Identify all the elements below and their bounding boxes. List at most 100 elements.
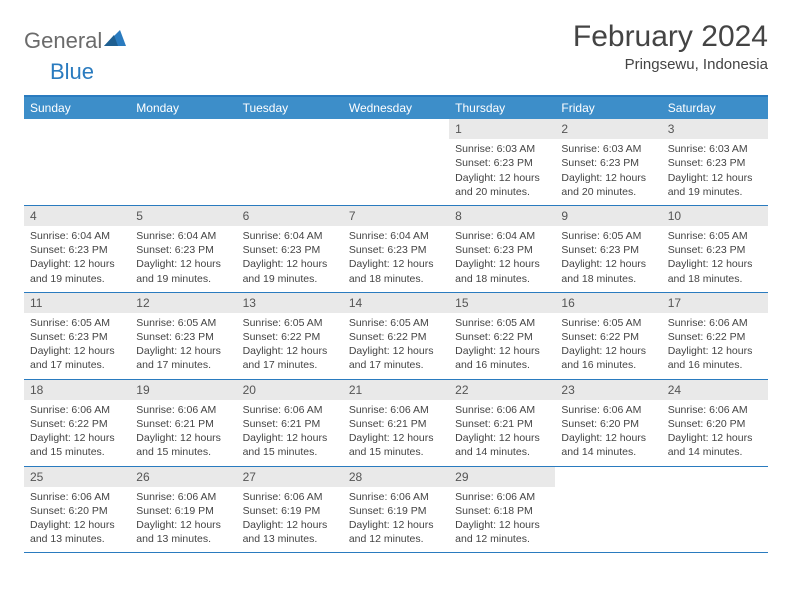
daylight-text: Daylight: 12 hours and 19 minutes. <box>243 257 337 285</box>
day-number: 14 <box>343 293 449 313</box>
sunrise-text: Sunrise: 6:06 AM <box>136 403 230 417</box>
day-body: Sunrise: 6:05 AMSunset: 6:23 PMDaylight:… <box>555 226 661 292</box>
daylight-text: Daylight: 12 hours and 19 minutes. <box>668 171 762 199</box>
daylight-text: Daylight: 12 hours and 18 minutes. <box>455 257 549 285</box>
day-body: Sunrise: 6:05 AMSunset: 6:23 PMDaylight:… <box>130 313 236 379</box>
daylight-text: Daylight: 12 hours and 16 minutes. <box>455 344 549 372</box>
daylight-text: Daylight: 12 hours and 19 minutes. <box>30 257 124 285</box>
day-number: 1 <box>449 119 555 139</box>
sunset-text: Sunset: 6:21 PM <box>243 417 337 431</box>
day-number <box>662 467 768 487</box>
sunrise-text: Sunrise: 6:03 AM <box>561 142 655 156</box>
calendar: Sunday Monday Tuesday Wednesday Thursday… <box>24 95 768 553</box>
daylight-text: Daylight: 12 hours and 12 minutes. <box>349 518 443 546</box>
daylight-text: Daylight: 12 hours and 17 minutes. <box>136 344 230 372</box>
sunset-text: Sunset: 6:20 PM <box>30 504 124 518</box>
day-number: 12 <box>130 293 236 313</box>
sunrise-text: Sunrise: 6:05 AM <box>668 229 762 243</box>
day-header: Tuesday <box>237 97 343 119</box>
day-cell: 12Sunrise: 6:05 AMSunset: 6:23 PMDayligh… <box>130 293 236 379</box>
sunset-text: Sunset: 6:20 PM <box>668 417 762 431</box>
sunrise-text: Sunrise: 6:06 AM <box>668 316 762 330</box>
day-cell: 6Sunrise: 6:04 AMSunset: 6:23 PMDaylight… <box>237 206 343 292</box>
logo-text-general: General <box>24 28 102 54</box>
sunrise-text: Sunrise: 6:05 AM <box>243 316 337 330</box>
day-body: Sunrise: 6:06 AMSunset: 6:18 PMDaylight:… <box>449 487 555 553</box>
sunrise-text: Sunrise: 6:05 AM <box>561 229 655 243</box>
daylight-text: Daylight: 12 hours and 20 minutes. <box>455 171 549 199</box>
day-cell: 1Sunrise: 6:03 AMSunset: 6:23 PMDaylight… <box>449 119 555 205</box>
day-body: Sunrise: 6:03 AMSunset: 6:23 PMDaylight:… <box>662 139 768 205</box>
daylight-text: Daylight: 12 hours and 15 minutes. <box>349 431 443 459</box>
sunset-text: Sunset: 6:22 PM <box>243 330 337 344</box>
day-cell <box>662 467 768 553</box>
day-body: Sunrise: 6:06 AMSunset: 6:20 PMDaylight:… <box>662 400 768 466</box>
day-number: 2 <box>555 119 661 139</box>
sunrise-text: Sunrise: 6:06 AM <box>561 403 655 417</box>
day-body: Sunrise: 6:03 AMSunset: 6:23 PMDaylight:… <box>555 139 661 205</box>
day-cell: 23Sunrise: 6:06 AMSunset: 6:20 PMDayligh… <box>555 380 661 466</box>
sunrise-text: Sunrise: 6:03 AM <box>455 142 549 156</box>
daylight-text: Daylight: 12 hours and 20 minutes. <box>561 171 655 199</box>
sunrise-text: Sunrise: 6:04 AM <box>455 229 549 243</box>
day-number: 29 <box>449 467 555 487</box>
day-cell: 21Sunrise: 6:06 AMSunset: 6:21 PMDayligh… <box>343 380 449 466</box>
day-body: Sunrise: 6:06 AMSunset: 6:20 PMDaylight:… <box>555 400 661 466</box>
day-number: 7 <box>343 206 449 226</box>
day-cell: 9Sunrise: 6:05 AMSunset: 6:23 PMDaylight… <box>555 206 661 292</box>
day-number: 10 <box>662 206 768 226</box>
sunrise-text: Sunrise: 6:04 AM <box>349 229 443 243</box>
day-body: Sunrise: 6:06 AMSunset: 6:20 PMDaylight:… <box>24 487 130 553</box>
logo: General <box>24 28 126 54</box>
day-cell <box>343 119 449 205</box>
day-cell <box>555 467 661 553</box>
logo-triangle-icon <box>104 28 126 51</box>
day-cell: 20Sunrise: 6:06 AMSunset: 6:21 PMDayligh… <box>237 380 343 466</box>
daylight-text: Daylight: 12 hours and 14 minutes. <box>561 431 655 459</box>
day-number: 22 <box>449 380 555 400</box>
daylight-text: Daylight: 12 hours and 12 minutes. <box>455 518 549 546</box>
day-number <box>555 467 661 487</box>
day-cell <box>130 119 236 205</box>
day-cell: 8Sunrise: 6:04 AMSunset: 6:23 PMDaylight… <box>449 206 555 292</box>
day-cell: 16Sunrise: 6:05 AMSunset: 6:22 PMDayligh… <box>555 293 661 379</box>
sunset-text: Sunset: 6:19 PM <box>243 504 337 518</box>
sunrise-text: Sunrise: 6:04 AM <box>243 229 337 243</box>
day-header: Saturday <box>662 97 768 119</box>
sunset-text: Sunset: 6:23 PM <box>668 156 762 170</box>
day-number: 3 <box>662 119 768 139</box>
sunrise-text: Sunrise: 6:06 AM <box>136 490 230 504</box>
day-header: Monday <box>130 97 236 119</box>
day-number: 17 <box>662 293 768 313</box>
sunset-text: Sunset: 6:22 PM <box>349 330 443 344</box>
day-number: 13 <box>237 293 343 313</box>
day-body: Sunrise: 6:06 AMSunset: 6:22 PMDaylight:… <box>24 400 130 466</box>
day-cell: 18Sunrise: 6:06 AMSunset: 6:22 PMDayligh… <box>24 380 130 466</box>
sunset-text: Sunset: 6:21 PM <box>349 417 443 431</box>
day-cell: 17Sunrise: 6:06 AMSunset: 6:22 PMDayligh… <box>662 293 768 379</box>
day-body: Sunrise: 6:05 AMSunset: 6:22 PMDaylight:… <box>449 313 555 379</box>
day-number <box>130 119 236 139</box>
daylight-text: Daylight: 12 hours and 13 minutes. <box>30 518 124 546</box>
daylight-text: Daylight: 12 hours and 13 minutes. <box>243 518 337 546</box>
sunset-text: Sunset: 6:23 PM <box>30 330 124 344</box>
daylight-text: Daylight: 12 hours and 18 minutes. <box>349 257 443 285</box>
day-body <box>237 139 343 148</box>
day-number: 28 <box>343 467 449 487</box>
sunset-text: Sunset: 6:23 PM <box>349 243 443 257</box>
day-number: 26 <box>130 467 236 487</box>
day-number: 25 <box>24 467 130 487</box>
sunset-text: Sunset: 6:23 PM <box>668 243 762 257</box>
calendar-page: General February 2024 Pringsewu, Indones… <box>0 0 792 573</box>
sunrise-text: Sunrise: 6:05 AM <box>136 316 230 330</box>
day-header-row: Sunday Monday Tuesday Wednesday Thursday… <box>24 97 768 119</box>
sunrise-text: Sunrise: 6:04 AM <box>136 229 230 243</box>
day-body: Sunrise: 6:06 AMSunset: 6:21 PMDaylight:… <box>237 400 343 466</box>
sunrise-text: Sunrise: 6:06 AM <box>30 403 124 417</box>
day-cell: 24Sunrise: 6:06 AMSunset: 6:20 PMDayligh… <box>662 380 768 466</box>
daylight-text: Daylight: 12 hours and 18 minutes. <box>561 257 655 285</box>
sunset-text: Sunset: 6:18 PM <box>455 504 549 518</box>
day-cell: 15Sunrise: 6:05 AMSunset: 6:22 PMDayligh… <box>449 293 555 379</box>
daylight-text: Daylight: 12 hours and 19 minutes. <box>136 257 230 285</box>
sunset-text: Sunset: 6:22 PM <box>668 330 762 344</box>
